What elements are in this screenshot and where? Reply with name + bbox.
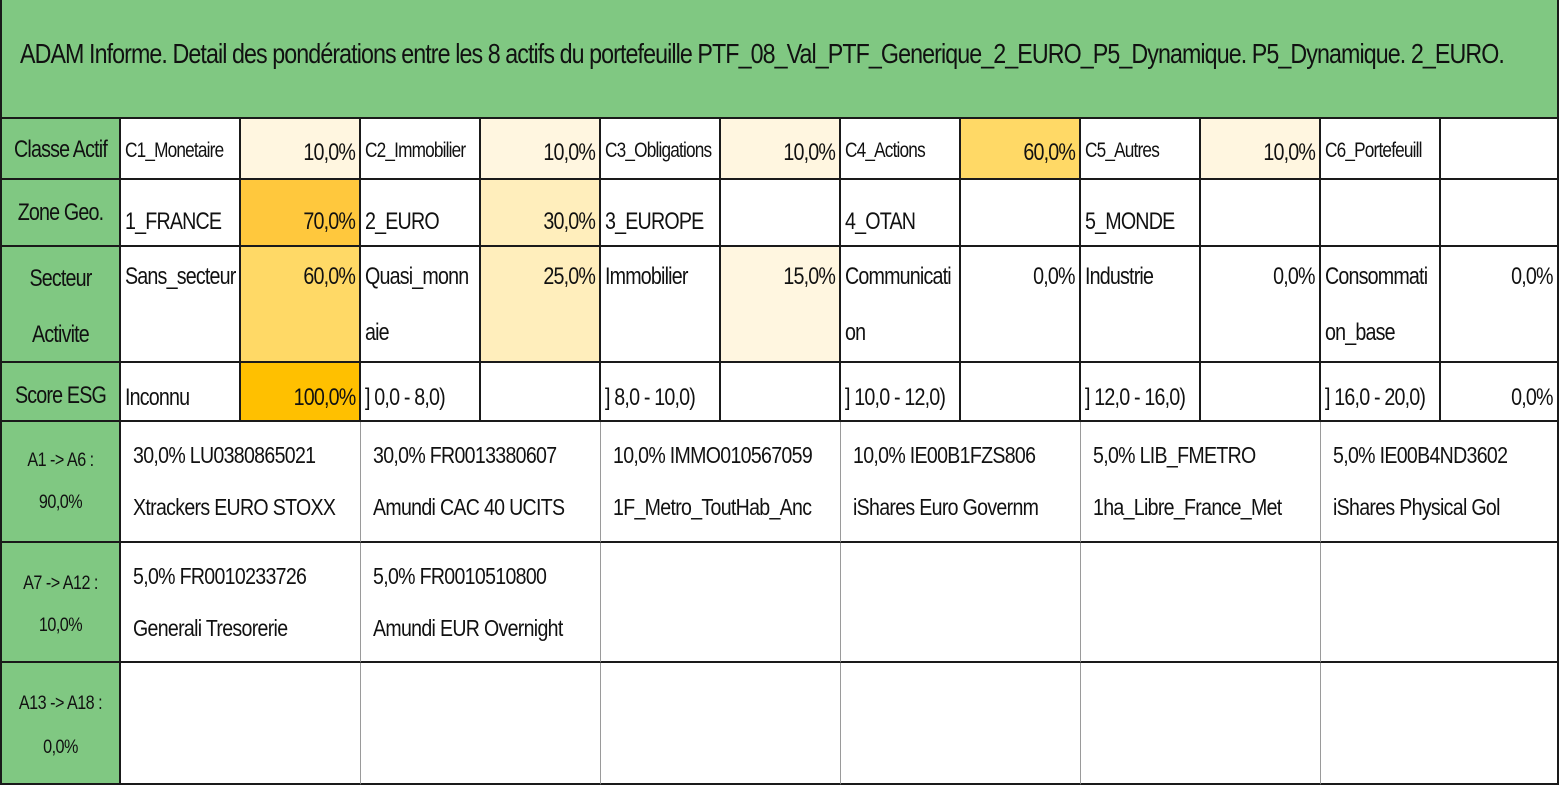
asset-cell: 5,0% LIB_FMETRO 1ha_Libre_France_Met — [1081, 422, 1321, 543]
esg-value-5 — [1201, 363, 1321, 422]
esg-name-3: ] 8,0 - 10,0) — [601, 363, 721, 422]
classe-value-c6 — [1441, 117, 1559, 180]
secteur-value-4: 0,0% — [961, 247, 1081, 363]
zone-name-1: 1_FRANCE — [121, 180, 241, 247]
classe-name-c4: C4_Actions — [841, 117, 961, 180]
classe-name-c6: C6_Portefeuill — [1321, 117, 1441, 180]
secteur-value-3: 15,0% — [721, 247, 841, 363]
esg-value-4 — [961, 363, 1081, 422]
classe-name-c3: C3_Obligations — [601, 117, 721, 180]
esg-value-1: 100,0% — [241, 363, 361, 422]
asset-cell: 10,0% IMMO010567059 1F_Metro_ToutHab_Anc — [601, 422, 841, 543]
classe-name-c1: C1_Monetaire — [121, 117, 241, 180]
esg-name-6: ] 16,0 - 20,0) — [1321, 363, 1441, 422]
weights-grid: Classe Actif C1_Monetaire 10,0% C2_Immob… — [0, 117, 1559, 785]
label-score-esg: Score ESG — [0, 363, 121, 422]
asset-cell: 30,0% FR0013380607 Amundi CAC 40 UCITS — [361, 422, 601, 543]
zone-value-3 — [721, 180, 841, 247]
esg-name-4: ] 10,0 - 12,0) — [841, 363, 961, 422]
esg-value-3 — [721, 363, 841, 422]
esg-value-2 — [481, 363, 601, 422]
asset-cell — [121, 663, 361, 785]
asset-cell: 5,0% FR0010233726 Generali Tresorerie — [121, 543, 361, 663]
classe-name-c5: C5_Autres — [1081, 117, 1201, 180]
asset-cell: 5,0% FR0010510800 Amundi EUR Overnight — [361, 543, 601, 663]
secteur-name-2: Quasi_monn aie — [361, 247, 481, 363]
label-classe-actif: Classe Actif — [0, 117, 121, 180]
asset-cell — [841, 543, 1081, 663]
asset-cell — [1321, 663, 1559, 785]
classe-value-c4: 60,0% — [961, 117, 1081, 180]
secteur-name-4: Communicati on — [841, 247, 961, 363]
asset-cell: 10,0% IE00B1FZS806 iShares Euro Governm — [841, 422, 1081, 543]
label-classe-actif-text: Classe Actif — [14, 136, 108, 163]
secteur-name-5: Industrie — [1081, 247, 1201, 363]
zone-name-5: 5_MONDE — [1081, 180, 1201, 247]
zone-value-5 — [1201, 180, 1321, 247]
zone-name-2: 2_EURO — [361, 180, 481, 247]
zone-name-3: 3_EUROPE — [601, 180, 721, 247]
classe-value-c5: 10,0% — [1201, 117, 1321, 180]
asset-cell: 5,0% IE00B4ND3602 iShares Physical Gol — [1321, 422, 1559, 543]
asset-cell — [361, 663, 601, 785]
esg-name-1: Inconnu — [121, 363, 241, 422]
label-secteur-activite: Secteur Activite — [0, 247, 121, 363]
classe-value-c2: 10,0% — [481, 117, 601, 180]
group-label-a7-a12: A7 -> A12 : 10,0% — [0, 543, 121, 663]
asset-cell — [601, 663, 841, 785]
zone-value-4 — [961, 180, 1081, 247]
secteur-value-2: 25,0% — [481, 247, 601, 363]
zone-value-1: 70,0% — [241, 180, 361, 247]
asset-cell — [601, 543, 841, 663]
classe-value-c1: 10,0% — [241, 117, 361, 180]
asset-cell — [1321, 543, 1559, 663]
group-label-a13-a18: A13 -> A18 : 0,0% — [0, 663, 121, 785]
title-bar: ADAM Informe. Detail des pondérations en… — [0, 0, 1559, 117]
secteur-value-1: 60,0% — [241, 247, 361, 363]
secteur-value-6: 0,0% — [1441, 247, 1559, 363]
asset-cell — [1081, 663, 1321, 785]
secteur-value-5: 0,0% — [1201, 247, 1321, 363]
secteur-name-3: Immobilier — [601, 247, 721, 363]
secteur-name-1: Sans_secteur — [121, 247, 241, 363]
secteur-name-6: Consommati on_base — [1321, 247, 1441, 363]
classe-value-c3: 10,0% — [721, 117, 841, 180]
zone-name-6 — [1321, 180, 1441, 247]
zone-value-2: 30,0% — [481, 180, 601, 247]
asset-cell — [841, 663, 1081, 785]
asset-cell — [1081, 543, 1321, 663]
zone-name-4: 4_OTAN — [841, 180, 961, 247]
zone-value-6 — [1441, 180, 1559, 247]
asset-cell: 30,0% LU0380865021 Xtrackers EURO STOXX — [121, 422, 361, 543]
label-zone-geo: Zone Geo. — [0, 180, 121, 247]
classe-name-c2: C2_Immobilier — [361, 117, 481, 180]
esg-value-6: 0,0% — [1441, 363, 1559, 422]
group-label-a1-a6: A1 -> A6 : 90,0% — [0, 422, 121, 543]
esg-name-2: ] 0,0 - 8,0) — [361, 363, 481, 422]
esg-name-5: ] 12,0 - 16,0) — [1081, 363, 1201, 422]
report-title: ADAM Informe. Detail des pondérations en… — [20, 38, 1505, 69]
